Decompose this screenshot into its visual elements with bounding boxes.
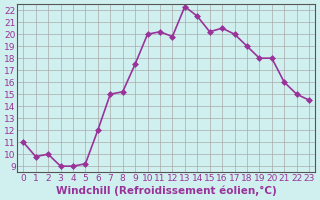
X-axis label: Windchill (Refroidissement éolien,°C): Windchill (Refroidissement éolien,°C) (56, 185, 276, 196)
